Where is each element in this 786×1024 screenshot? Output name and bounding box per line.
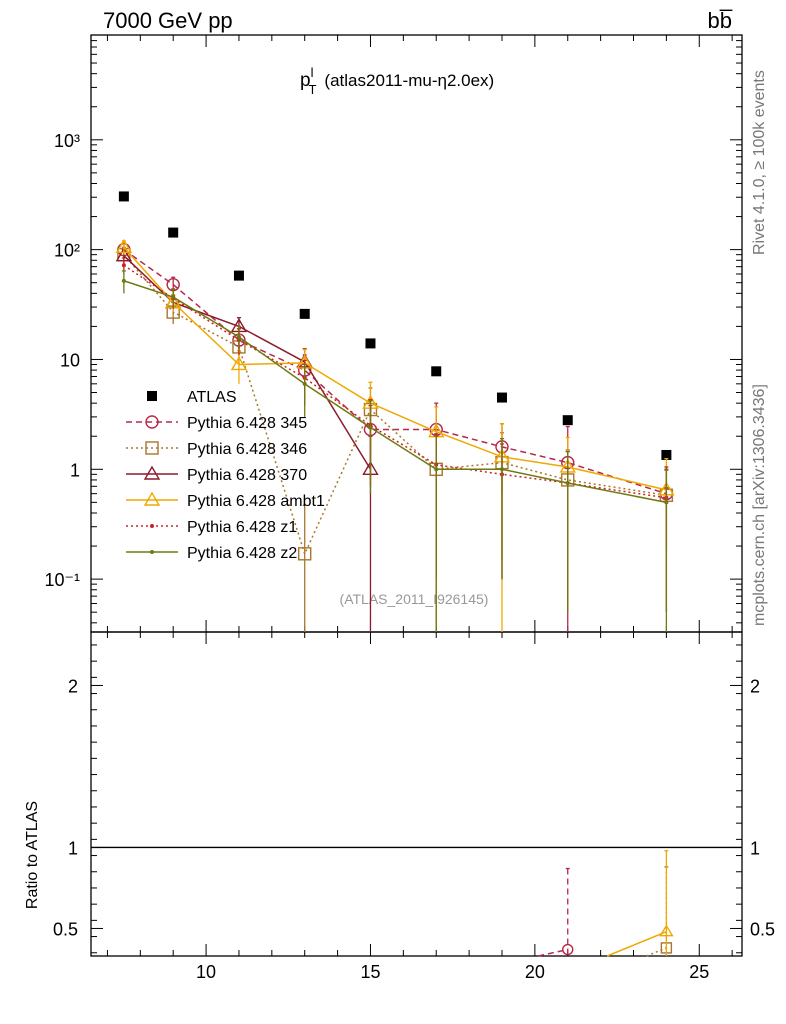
data-point [236, 335, 241, 340]
data-point [496, 392, 507, 403]
y-tick-label: 10² [54, 241, 80, 261]
side-label-top: Rivet 4.1.0, ≥ 100k events [751, 70, 768, 255]
legend-entry: Pythia 6.428 370 [126, 465, 307, 484]
data-point [661, 449, 672, 460]
data-point [298, 547, 312, 561]
data-point [499, 467, 504, 472]
ratio-y-tick-label: 2 [68, 676, 78, 696]
legend-label: Pythia 6.428 370 [187, 467, 307, 484]
ratio-y-tick-label-right: 0.5 [750, 919, 775, 939]
ratio-point [562, 943, 574, 956]
legend-label: Pythia 6.428 345 [187, 415, 307, 432]
data-point [230, 356, 248, 371]
series-2 [117, 246, 674, 632]
process-label: bb̅ [708, 8, 733, 33]
y-tick-label: 10³ [54, 131, 80, 151]
data-point [115, 238, 133, 254]
legend-marker [145, 415, 159, 429]
ratio-y-tick-label-right: 1 [750, 838, 760, 858]
legend-marker [150, 524, 154, 528]
series-line [123, 264, 667, 499]
legend: ATLAS Pythia 6.428 345 Pythia 6.428 346 Pyt… [126, 389, 325, 562]
series-4 [115, 238, 675, 632]
data-point [431, 366, 442, 377]
legend-label: Pythia 6.428 346 [187, 441, 307, 458]
legend-marker [143, 491, 161, 506]
x-tick-label: 15 [360, 962, 380, 982]
main-panel-frame [90, 34, 743, 633]
legend-label: Pythia 6.428 z1 [187, 519, 297, 536]
data-point [434, 467, 439, 472]
ratio-line [606, 931, 667, 957]
ratio-series-0 [537, 867, 574, 957]
analysis-watermark: (ATLAS_2011_I926145) [340, 591, 489, 607]
ratio-y-tick-label: 0.5 [53, 919, 78, 939]
series-6 [121, 270, 669, 632]
title-sup: l [311, 65, 314, 80]
ratio-series-2 [606, 850, 674, 957]
data-point [664, 500, 669, 505]
legend-label: ATLAS [187, 389, 237, 406]
title-rest: (atlas2011-mu-η2.0ex) [324, 71, 494, 90]
legend-entry: Pythia 6.428 z2 [126, 545, 297, 562]
legend-entry: Pythia 6.428 ambt1 [126, 491, 325, 510]
y-tick-label: 10 [60, 350, 80, 370]
plot-title: pl T (atlas2011-mu-η2.0ex) [300, 65, 494, 97]
data-point [365, 338, 376, 349]
ratio-y-tick-label-right: 2 [750, 676, 760, 696]
legend-label: Pythia 6.428 ambt1 [187, 493, 325, 510]
legend-entry: ATLAS [147, 389, 237, 406]
data-point [299, 308, 310, 319]
data-point [233, 270, 244, 281]
legend-entry: Pythia 6.428 345 [126, 415, 307, 432]
data-point [368, 425, 373, 430]
legend-marker [150, 550, 154, 554]
data-point [121, 263, 126, 268]
ratio-ylabel: Ratio to ATLAS [24, 801, 41, 909]
energy-label: 7000 GeV pp [103, 8, 233, 33]
data-point [121, 278, 126, 283]
data-point [562, 415, 573, 426]
title-main: p [300, 70, 311, 91]
series-0 [118, 191, 672, 460]
y-tick-label: 10⁻¹ [44, 570, 80, 590]
ratio-panel-frame [90, 631, 743, 957]
legend-marker [143, 465, 161, 480]
y-tick-label: 1 [70, 460, 80, 480]
legend-entry: Pythia 6.428 z1 [126, 519, 297, 536]
ratio-series-1 [646, 866, 673, 957]
title-sub: T [308, 82, 316, 97]
legend-marker [147, 391, 157, 401]
legend-marker [145, 441, 159, 455]
data-point [171, 295, 176, 300]
side-label-bottom: mcplots.cern.ch [arXiv:1306.3436] [751, 384, 768, 626]
ratio-y-tick-label: 1 [68, 838, 78, 858]
ratio-point [659, 924, 674, 937]
x-tick-label: 10 [196, 962, 216, 982]
data-point [565, 481, 570, 486]
x-tick-label: 20 [525, 962, 545, 982]
x-tick-label: 25 [689, 962, 709, 982]
ratio-line [646, 947, 667, 957]
series-1 [117, 242, 674, 632]
data-point [168, 227, 179, 238]
legend-entry: Pythia 6.428 346 [126, 441, 307, 458]
legend-label: Pythia 6.428 z2 [187, 545, 297, 562]
data-point [302, 381, 307, 386]
data-point [118, 191, 129, 202]
